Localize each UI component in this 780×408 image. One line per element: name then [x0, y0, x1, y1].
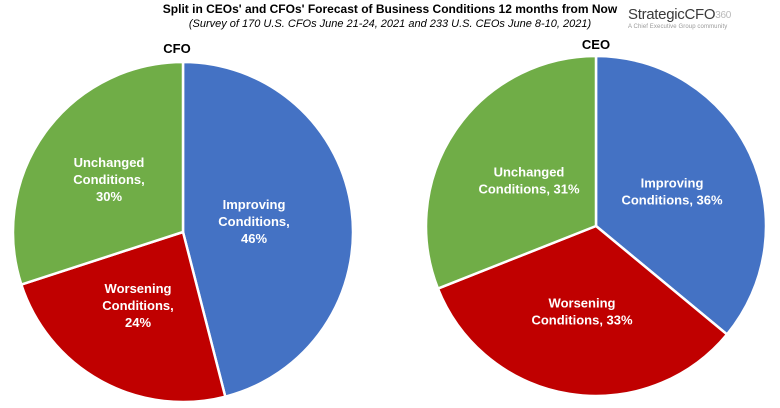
ceo-pie-title: CEO — [582, 37, 610, 52]
ceo-worsening-label: Worsening Conditions, 33% — [531, 296, 633, 328]
cfo-worsening-slice — [19, 230, 227, 404]
logo-suffix: 360 — [715, 10, 732, 21]
ceo-improving-slice — [594, 54, 768, 337]
cfo-worsening-label: Worsening Conditions, 24% — [102, 281, 174, 330]
cfo-pie-title: CFO — [163, 41, 190, 56]
cfo-unchanged-label: Unchanged Conditions, 30% — [73, 155, 145, 204]
ceo-unchanged-label: Unchanged Conditions, 31% — [478, 165, 580, 197]
logo-name: StrategicCFO — [628, 6, 716, 23]
cfo-improving-slice — [181, 60, 355, 399]
chart-subtitle: (Survey of 170 U.S. CFOs June 21-24, 202… — [188, 18, 592, 30]
ceo-improving-label: Improving Conditions, 36% — [621, 176, 723, 208]
cfo-unchanged-slice — [11, 60, 185, 287]
ceo-worsening-slice — [436, 224, 729, 398]
ceo-unchanged-slice — [424, 54, 598, 291]
logo-tagline: A Chief Executive Group community — [628, 24, 728, 30]
cfo-improving-label: Improving Conditions, 46% — [218, 197, 290, 246]
chart-title: Split in CEOs' and CFOs' Forecast of Bus… — [162, 2, 618, 16]
strategiccfo-logo: StrategicCFO360 A Chief Executive Group … — [622, 6, 772, 38]
